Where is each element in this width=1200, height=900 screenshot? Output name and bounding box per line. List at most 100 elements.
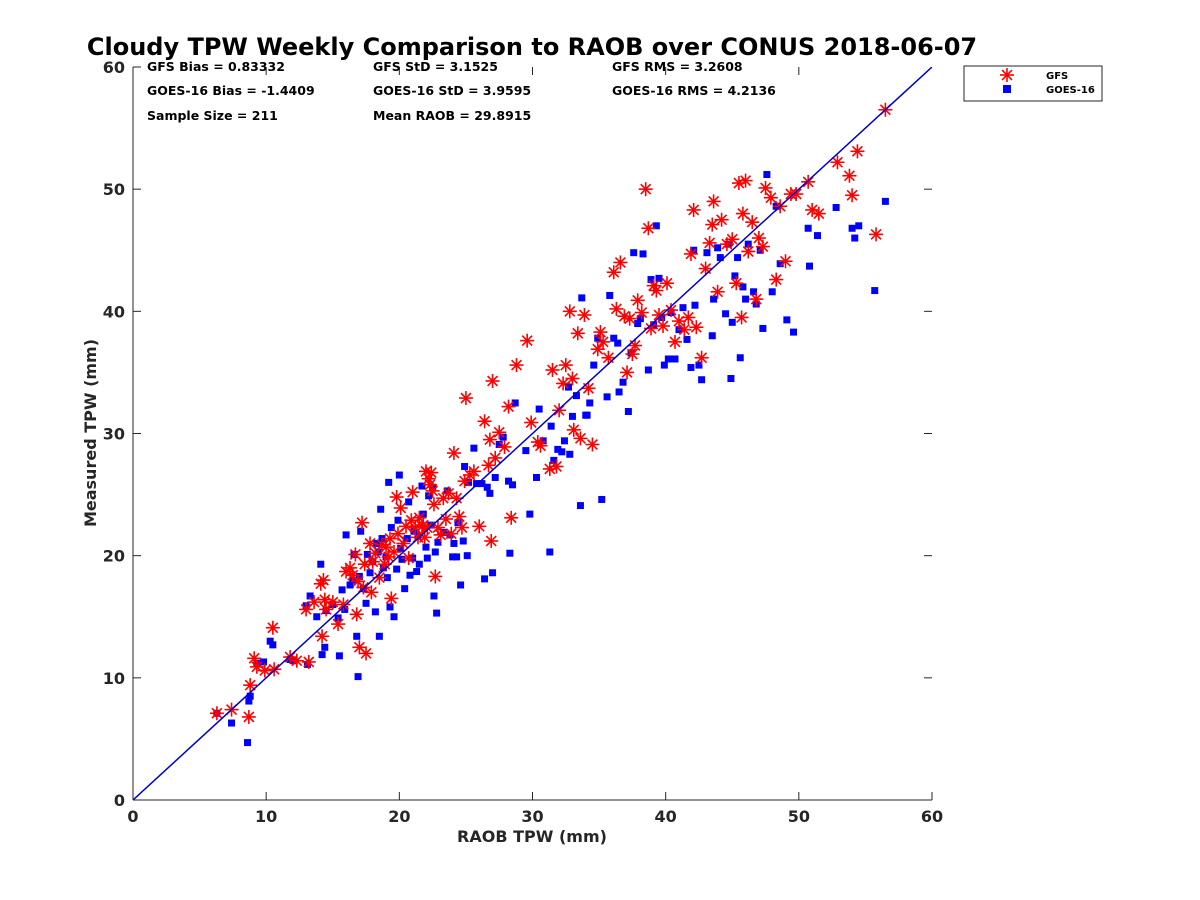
x-tick-label: 60 xyxy=(921,807,943,826)
gfs-point xyxy=(689,320,704,335)
goes16-point xyxy=(644,366,652,374)
goes16-point xyxy=(377,505,385,513)
goes16-point xyxy=(354,673,362,681)
goes16-point xyxy=(410,527,418,535)
gfs-point xyxy=(677,322,692,337)
goes16-point xyxy=(578,294,586,302)
goes16-point xyxy=(313,613,321,621)
goes16-point xyxy=(554,445,562,453)
goes16-point xyxy=(736,354,744,362)
gfs-point xyxy=(738,173,753,188)
gfs-point xyxy=(412,510,427,525)
gfs-point xyxy=(735,206,750,221)
goes16-point xyxy=(763,171,771,179)
gfs-point xyxy=(565,371,580,386)
goes16-point xyxy=(415,560,423,568)
goes16-point xyxy=(583,411,591,419)
goes16-point xyxy=(481,575,489,583)
goes16-point xyxy=(413,568,421,576)
goes16-point xyxy=(379,564,387,572)
goes16-point xyxy=(491,473,499,481)
stat-goes-rms: GOES-16 RMS = 4.2136 xyxy=(612,83,776,98)
stat-gfs-bias: GFS Bias = 0.83332 xyxy=(147,59,285,74)
goes16-point xyxy=(606,291,614,299)
goes16-point xyxy=(260,658,268,666)
gfs-point xyxy=(845,188,860,203)
gfs-point xyxy=(573,431,588,446)
gfs-point xyxy=(533,438,548,453)
goes16-point xyxy=(355,572,363,580)
goes16-point xyxy=(434,538,442,546)
goes16-point xyxy=(848,224,856,232)
gfs-point xyxy=(492,425,507,440)
goes16-point xyxy=(539,437,547,445)
goes16-point xyxy=(397,544,405,552)
gfs-point xyxy=(389,490,404,505)
goes16-point xyxy=(639,250,647,258)
gfs-point xyxy=(359,646,374,661)
stat-goes-std: GOES-16 StD = 3.9595 xyxy=(373,83,531,98)
goes16-point xyxy=(683,335,691,343)
gfs-point xyxy=(325,595,340,610)
y-tick-label: 40 xyxy=(103,302,125,321)
goes16-point xyxy=(470,444,478,452)
gfs-point xyxy=(659,276,674,291)
gfs-point xyxy=(444,526,459,541)
goes16-point xyxy=(387,524,395,532)
gfs-point xyxy=(641,221,656,236)
goes16-point xyxy=(716,254,724,262)
goes16-point xyxy=(739,283,747,291)
gfs-point xyxy=(466,464,481,479)
legend-box xyxy=(963,65,1103,102)
gfs-point xyxy=(667,334,682,349)
x-axis-label: RAOB TPW (mm) xyxy=(457,827,607,846)
gfs-point xyxy=(601,350,616,365)
gfs-point xyxy=(509,358,524,373)
gfs-point xyxy=(488,450,503,465)
legend-gfs-asterisk xyxy=(1000,68,1014,82)
goes16-point xyxy=(813,232,821,240)
goes16-point xyxy=(804,224,812,232)
goes16-point xyxy=(353,632,361,640)
legend-gfs-asterisk-icon xyxy=(1000,68,1014,82)
gfs-point xyxy=(387,545,402,560)
goes16-point xyxy=(708,332,716,340)
goes16-point xyxy=(453,553,461,561)
goes16-point xyxy=(306,592,314,600)
goes16-point xyxy=(394,516,402,524)
gfs-point xyxy=(590,342,605,357)
gfs-point xyxy=(710,284,725,299)
goes16-point xyxy=(614,339,622,347)
goes16-point xyxy=(586,399,594,407)
gfs-point xyxy=(497,439,512,454)
gfs-point xyxy=(454,520,469,535)
gfs-point xyxy=(562,304,577,319)
gfs-point xyxy=(336,597,351,612)
one-to-one-line xyxy=(133,67,932,800)
goes16-point xyxy=(338,586,346,594)
gfs-point xyxy=(656,318,671,333)
goes16-point xyxy=(465,478,473,486)
gfs-point xyxy=(352,640,367,655)
goes16-point xyxy=(495,440,503,448)
goes16-point xyxy=(546,548,554,556)
goes16-point xyxy=(660,361,668,369)
gfs-point xyxy=(424,465,439,480)
gfs-point xyxy=(420,520,435,535)
goes16-point xyxy=(722,310,730,318)
goes16-point xyxy=(636,315,644,323)
goes16-point xyxy=(266,637,274,645)
gfs-point xyxy=(763,190,778,205)
gfs-point xyxy=(613,255,628,270)
gfs-point xyxy=(778,254,793,269)
goes16-point xyxy=(393,565,401,573)
x-tick-label: 40 xyxy=(655,807,677,826)
goes16-point xyxy=(710,295,718,303)
goes16-point xyxy=(783,316,791,324)
gfs-point xyxy=(426,497,441,512)
goes16-point xyxy=(390,613,398,621)
gfs-point xyxy=(683,246,698,261)
goes16-point xyxy=(564,383,572,391)
goes16-point xyxy=(405,498,413,506)
